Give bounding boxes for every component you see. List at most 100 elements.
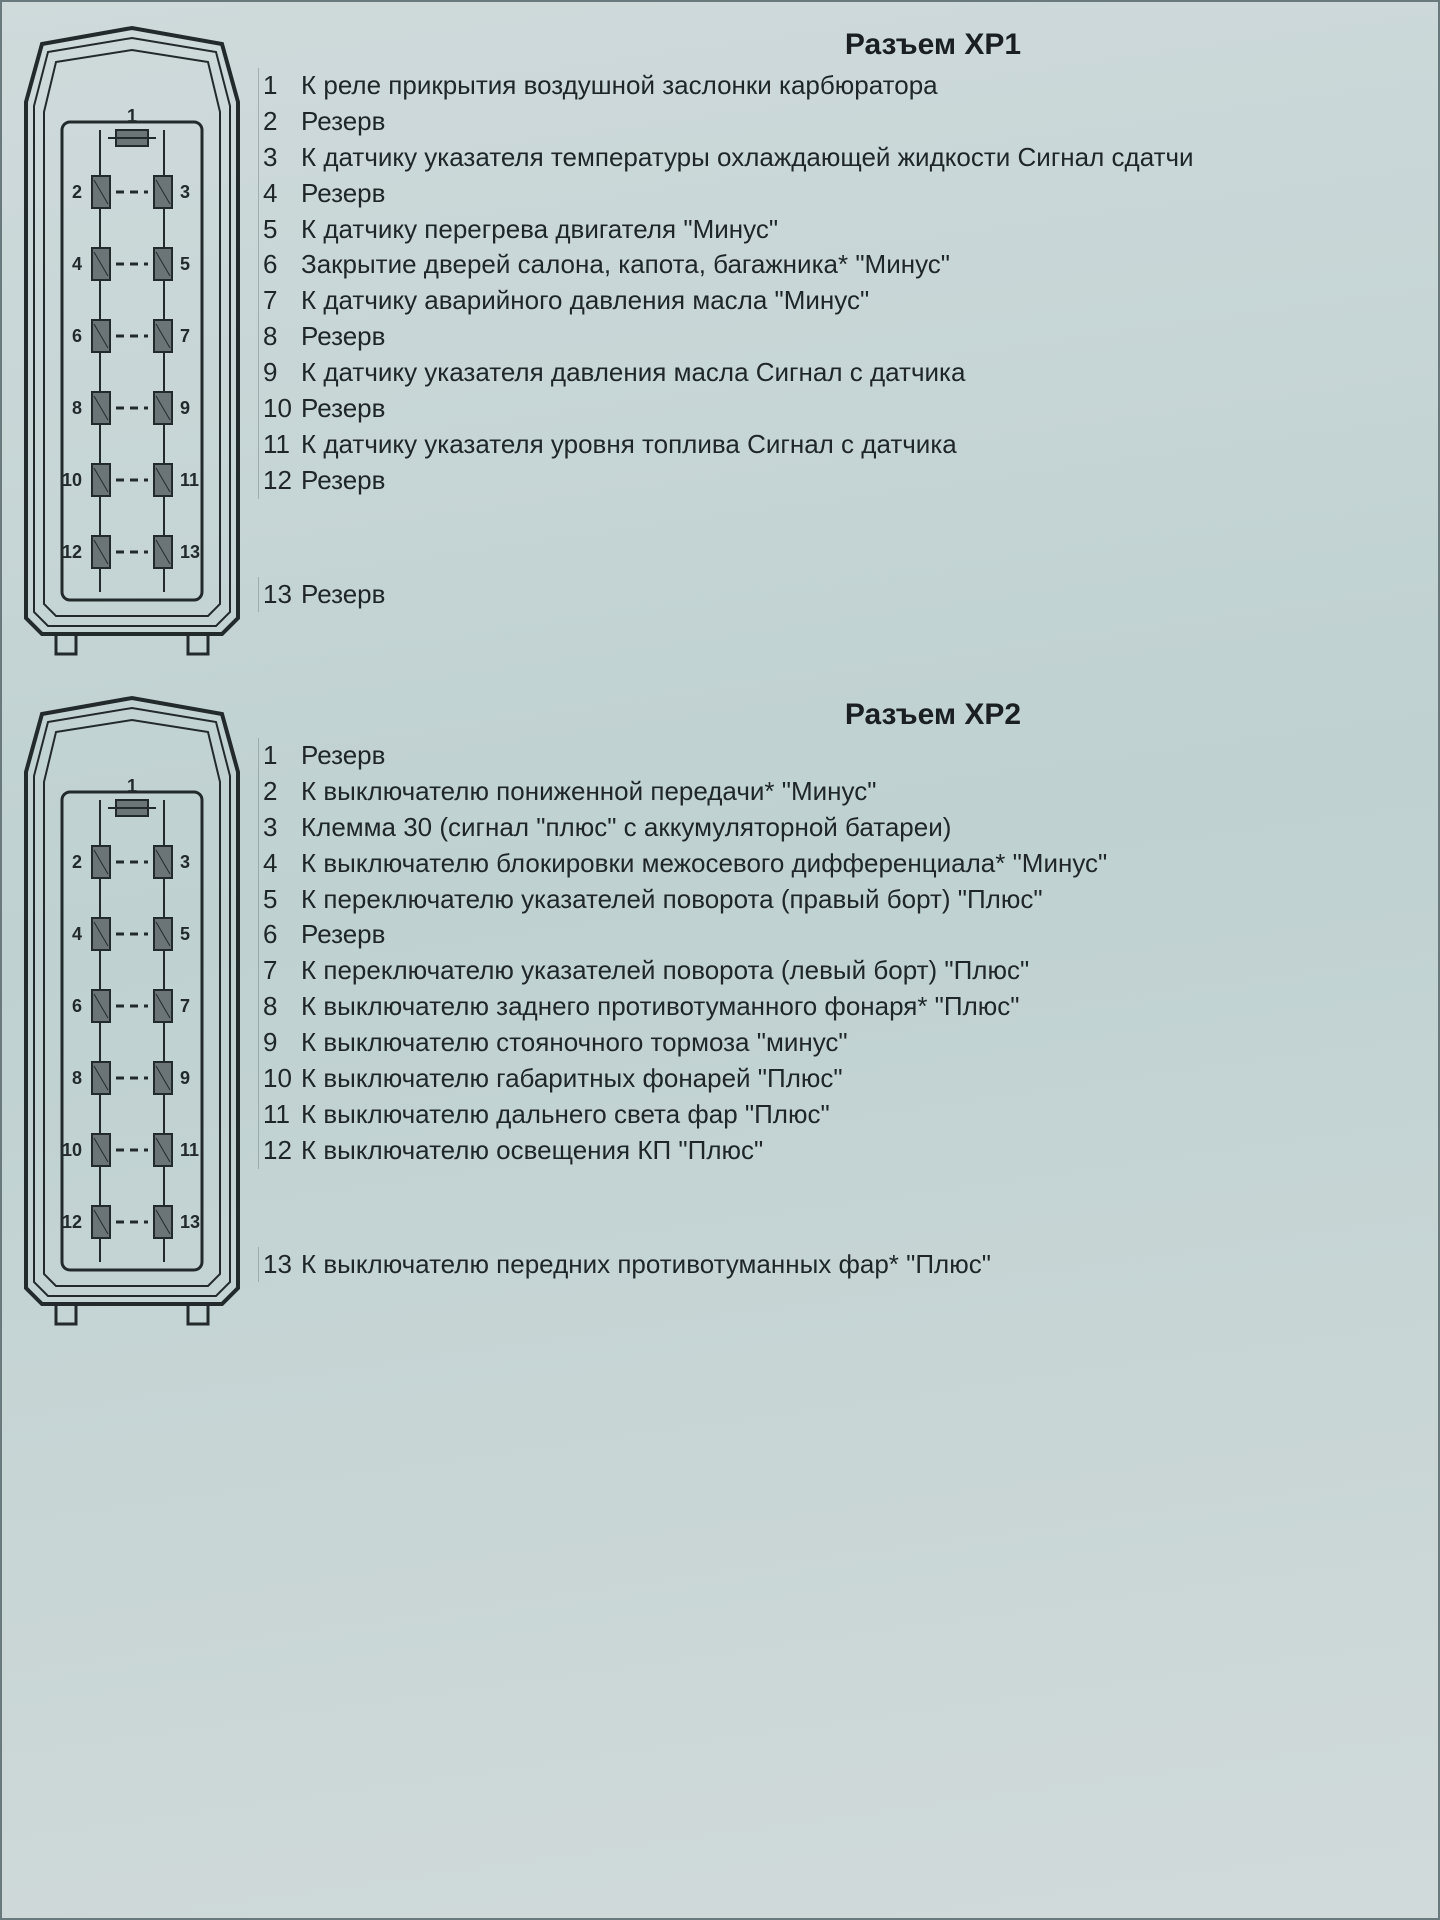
- pin-number: 7: [263, 283, 295, 319]
- pin-row: 5К переключателю указателей поворота (пр…: [258, 882, 1428, 918]
- xp2-pin-list: 1Резерв2К выключателю пониженной передач…: [258, 738, 1428, 1169]
- pin-desc: К выключателю дальнего света фар "Плюс": [301, 1097, 1428, 1133]
- svg-text:13: 13: [180, 542, 200, 562]
- xp1-text: Разъем XP1 1К реле прикрытия воздушной з…: [258, 22, 1428, 612]
- pin-row: 12К выключателю освещения КП "Плюс": [258, 1133, 1428, 1169]
- pin-number: 8: [263, 319, 295, 355]
- pin-desc: Резерв: [301, 463, 1428, 499]
- pin-desc: Резерв: [301, 104, 1428, 140]
- svg-text:1: 1: [127, 776, 137, 796]
- svg-text:4: 4: [72, 254, 82, 274]
- pin-row: 1К реле прикрытия воздушной заслонки кар…: [258, 68, 1428, 104]
- svg-text:7: 7: [180, 326, 190, 346]
- svg-text:10: 10: [62, 470, 82, 490]
- pin-row: 2К выключателю пониженной передачи* "Мин…: [258, 774, 1428, 810]
- svg-text:5: 5: [180, 254, 190, 274]
- pin-desc: К датчику указателя температуры охлаждаю…: [301, 140, 1428, 176]
- svg-text:4: 4: [72, 924, 82, 944]
- pin-desc: К переключателю указателей поворота (лев…: [301, 953, 1428, 989]
- pin-number: 5: [263, 882, 295, 918]
- svg-text:10: 10: [62, 1140, 82, 1160]
- xp2-title: Разъем XP2: [438, 698, 1428, 732]
- pin-number: 12: [263, 1133, 295, 1169]
- pin-desc: Резерв: [301, 176, 1428, 212]
- xp2-connector-diagram: 12345678910111213: [12, 692, 252, 1332]
- svg-text:9: 9: [180, 1068, 190, 1088]
- svg-text:6: 6: [72, 326, 82, 346]
- pin-number: 4: [263, 176, 295, 212]
- svg-text:1: 1: [127, 106, 137, 126]
- pin-desc: Резерв: [301, 391, 1428, 427]
- pin-row: 7К переключателю указателей поворота (ле…: [258, 953, 1428, 989]
- pin-row: 10К выключателю габаритных фонарей "Плюс…: [258, 1061, 1428, 1097]
- pin-number: 11: [263, 427, 295, 463]
- pin-number: 13: [263, 1247, 295, 1283]
- pin-number: 13: [263, 577, 295, 613]
- pin-desc: Клемма 30 (сигнал "плюс" с аккумуляторно…: [301, 810, 1428, 846]
- pin-desc: К реле прикрытия воздушной заслонки карб…: [301, 68, 1428, 104]
- svg-text:2: 2: [72, 182, 82, 202]
- pin-row: 2Резерв: [258, 104, 1428, 140]
- pin-row: 7К датчику аварийного давления масла "Ми…: [258, 283, 1428, 319]
- pin-desc: К датчику аварийного давления масла "Мин…: [301, 283, 1428, 319]
- pin-desc: К датчику указателя давления масла Сигна…: [301, 355, 1428, 391]
- svg-text:5: 5: [180, 924, 190, 944]
- pin-row: 11К выключателю дальнего света фар "Плюс…: [258, 1097, 1428, 1133]
- pin-number: 7: [263, 953, 295, 989]
- pin-row: 11К датчику указателя уровня топлива Сиг…: [258, 427, 1428, 463]
- pin-row: 4К выключателю блокировки межосевого диф…: [258, 846, 1428, 882]
- pin-desc: К выключателю стояночного тормоза "минус…: [301, 1025, 1428, 1061]
- pin-desc: К выключателю блокировки межосевого дифф…: [301, 846, 1428, 882]
- pin-desc: Закрытие дверей салона, капота, багажник…: [301, 247, 1428, 283]
- pin-number: 2: [263, 774, 295, 810]
- pin-row: 8К выключателю заднего противотуманного …: [258, 989, 1428, 1025]
- svg-text:12: 12: [62, 542, 82, 562]
- svg-text:8: 8: [72, 398, 82, 418]
- pin-row: 9К датчику указателя давления масла Сигн…: [258, 355, 1428, 391]
- pin-row: 8Резерв: [258, 319, 1428, 355]
- pin-number: 2: [263, 104, 295, 140]
- connector-svg: 12345678910111213: [12, 22, 252, 662]
- pin-row: 12Резерв: [258, 463, 1428, 499]
- pin-desc: К датчику перегрева двигателя "Минус": [301, 212, 1428, 248]
- pin-number: 3: [263, 810, 295, 846]
- svg-text:11: 11: [180, 1140, 199, 1160]
- xp1-title: Разъем XP1: [438, 28, 1428, 62]
- svg-text:13: 13: [180, 1212, 200, 1232]
- pin-desc: К выключателю освещения КП "Плюс": [301, 1133, 1428, 1169]
- pin-number: 8: [263, 989, 295, 1025]
- pin-number: 9: [263, 355, 295, 391]
- xp2-pin13-row: 13 К выключателю передних противотуманны…: [258, 1247, 1428, 1283]
- pin-desc: К выключателю габаритных фонарей "Плюс": [301, 1061, 1428, 1097]
- svg-text:6: 6: [72, 996, 82, 1016]
- pin-number: 3: [263, 140, 295, 176]
- pin-desc: К датчику указателя уровня топлива Сигна…: [301, 427, 1428, 463]
- xp1-connector-diagram: 12345678910111213: [12, 22, 252, 662]
- xp2-block: 12345678910111213 Разъем XP2 1Резерв2К в…: [12, 692, 1428, 1332]
- svg-text:9: 9: [180, 398, 190, 418]
- pin-row: 9К выключателю стояночного тормоза "мину…: [258, 1025, 1428, 1061]
- page: 12345678910111213 Разъем XP1 1К реле при…: [0, 0, 1440, 1920]
- svg-text:12: 12: [62, 1212, 82, 1232]
- svg-text:8: 8: [72, 1068, 82, 1088]
- pin-row: 1Резерв: [258, 738, 1428, 774]
- pin-row: 3К датчику указателя температуры охлажда…: [258, 140, 1428, 176]
- pin-row: 6Резерв: [258, 917, 1428, 953]
- xp1-pin13-row: 13 Резерв: [258, 577, 1428, 613]
- pin-row: 10Резерв: [258, 391, 1428, 427]
- pin-desc: Резерв: [301, 319, 1428, 355]
- pin-number: 1: [263, 68, 295, 104]
- pin-number: 10: [263, 391, 295, 427]
- pin-desc: Резерв: [301, 577, 1428, 613]
- xp1-block: 12345678910111213 Разъем XP1 1К реле при…: [12, 22, 1428, 662]
- xp2-text: Разъем XP2 1Резерв2К выключателю понижен…: [258, 692, 1428, 1282]
- pin-number: 6: [263, 247, 295, 283]
- pin-number: 11: [263, 1097, 295, 1133]
- xp1-pin-list: 1К реле прикрытия воздушной заслонки кар…: [258, 68, 1428, 499]
- svg-text:7: 7: [180, 996, 190, 1016]
- pin-desc: К переключателю указателей поворота (пра…: [301, 882, 1428, 918]
- pin-desc: К выключателю пониженной передачи* "Мину…: [301, 774, 1428, 810]
- pin-number: 6: [263, 917, 295, 953]
- pin-row: 3Клемма 30 (сигнал "плюс" с аккумуляторн…: [258, 810, 1428, 846]
- pin-desc: Резерв: [301, 738, 1428, 774]
